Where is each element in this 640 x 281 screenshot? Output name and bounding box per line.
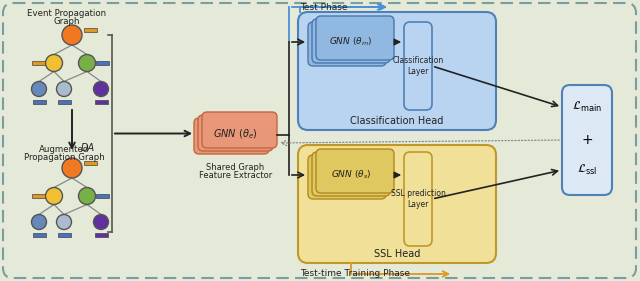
Bar <box>58 232 70 237</box>
FancyBboxPatch shape <box>308 155 386 199</box>
Text: $\mathcal{L}_{\mathrm{main}}$: $\mathcal{L}_{\mathrm{main}}$ <box>572 100 602 114</box>
FancyBboxPatch shape <box>202 112 277 148</box>
Bar <box>96 61 109 65</box>
Text: $GNN\ (\theta_e)$: $GNN\ (\theta_e)$ <box>213 127 258 141</box>
Text: Feature Extractor: Feature Extractor <box>199 171 272 180</box>
FancyBboxPatch shape <box>312 19 390 63</box>
Text: SSL prediction
Layer: SSL prediction Layer <box>390 189 445 209</box>
Text: Graph: Graph <box>54 17 80 26</box>
Bar <box>96 194 109 198</box>
Bar <box>32 61 45 65</box>
Bar <box>83 161 97 165</box>
Text: Shared Graph: Shared Graph <box>206 164 264 173</box>
Circle shape <box>62 25 82 45</box>
FancyBboxPatch shape <box>298 12 496 130</box>
Text: +: + <box>581 133 593 147</box>
FancyBboxPatch shape <box>194 118 269 154</box>
FancyBboxPatch shape <box>316 149 394 193</box>
Text: $GNN\ (\theta_m)$: $GNN\ (\theta_m)$ <box>329 36 372 48</box>
Text: Event Propagation: Event Propagation <box>28 10 107 19</box>
Text: Classification
Layer: Classification Layer <box>392 56 444 76</box>
Text: Propagation Graph: Propagation Graph <box>24 153 104 162</box>
FancyBboxPatch shape <box>404 22 432 110</box>
Circle shape <box>56 214 72 230</box>
Text: Augmented: Augmented <box>39 146 89 155</box>
Text: SSL Head: SSL Head <box>374 249 420 259</box>
Text: $\mathcal{L}_{\mathrm{ssl}}$: $\mathcal{L}_{\mathrm{ssl}}$ <box>577 163 597 177</box>
FancyBboxPatch shape <box>298 145 496 263</box>
Bar <box>58 99 70 103</box>
FancyBboxPatch shape <box>312 152 390 196</box>
Bar <box>95 232 108 237</box>
Bar <box>83 28 97 32</box>
Text: Test Phase: Test Phase <box>300 3 348 12</box>
Circle shape <box>79 187 95 205</box>
Bar <box>33 99 45 103</box>
Circle shape <box>31 214 47 230</box>
Circle shape <box>62 158 82 178</box>
Bar <box>32 194 45 198</box>
FancyBboxPatch shape <box>562 85 612 195</box>
FancyBboxPatch shape <box>404 152 432 246</box>
Text: DA: DA <box>81 143 95 153</box>
FancyBboxPatch shape <box>308 22 386 66</box>
Circle shape <box>56 81 72 96</box>
Text: Test-time Training Phase: Test-time Training Phase <box>300 269 410 278</box>
Circle shape <box>93 81 109 96</box>
Text: $GNN\ (\theta_s)$: $GNN\ (\theta_s)$ <box>331 169 371 181</box>
Circle shape <box>31 81 47 96</box>
Text: Classification Head: Classification Head <box>350 116 444 126</box>
Bar <box>33 232 45 237</box>
Circle shape <box>93 214 109 230</box>
Circle shape <box>79 55 95 71</box>
Circle shape <box>45 187 63 205</box>
Bar <box>95 99 108 103</box>
FancyBboxPatch shape <box>198 115 273 151</box>
Circle shape <box>45 55 63 71</box>
FancyBboxPatch shape <box>316 16 394 60</box>
